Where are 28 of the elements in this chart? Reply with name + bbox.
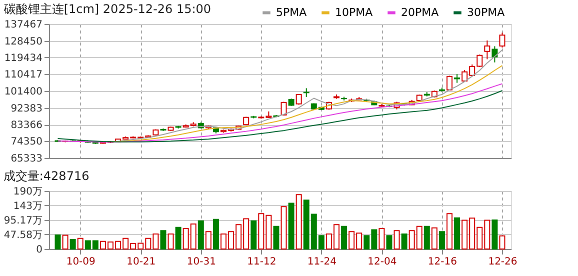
- x-tick-label: 12-26: [488, 256, 518, 268]
- y-tick-label: 47.58万: [4, 230, 42, 241]
- y-tick-label: 74350: [10, 136, 42, 148]
- y-tick-label: 92383: [10, 103, 42, 114]
- x-tick-label: 12-16: [428, 256, 457, 268]
- y-tick-label: 95.17万: [4, 215, 42, 226]
- y-tick-label: 110417: [4, 70, 42, 81]
- y-tick-label: 128450: [4, 36, 42, 48]
- chart-title: 成交量:428716: [3, 169, 90, 183]
- y-tick-label: 65333: [10, 154, 42, 164]
- y-tick-label: 137467: [4, 20, 42, 30]
- x-tick-label: 12-04: [368, 256, 397, 268]
- y-tick-label: 101400: [4, 86, 42, 98]
- x-tick-label: 10-31: [186, 256, 216, 268]
- y-tick-label: 119434: [4, 53, 42, 64]
- x-tick-label: 11-12: [247, 256, 276, 268]
- y-tick-label: 83366: [10, 120, 42, 131]
- y-tick-label: 190万: [13, 186, 42, 198]
- x-tick-label: 10-21: [126, 256, 156, 268]
- y-tick-label: 0: [36, 244, 42, 256]
- legend-label: 30PMA: [467, 6, 506, 19]
- x-tick-label: 10-09: [66, 256, 96, 268]
- legend-label: 10PMA: [335, 6, 374, 19]
- chart-title: 碳酸锂主连[1cm] 2025-12-26 15:00: [2, 2, 212, 16]
- legend-label: 5PMA: [276, 6, 308, 19]
- legend-label: 20PMA: [401, 6, 440, 19]
- y-tick-label: 143万: [13, 200, 42, 212]
- x-tick-label: 11-24: [307, 256, 336, 268]
